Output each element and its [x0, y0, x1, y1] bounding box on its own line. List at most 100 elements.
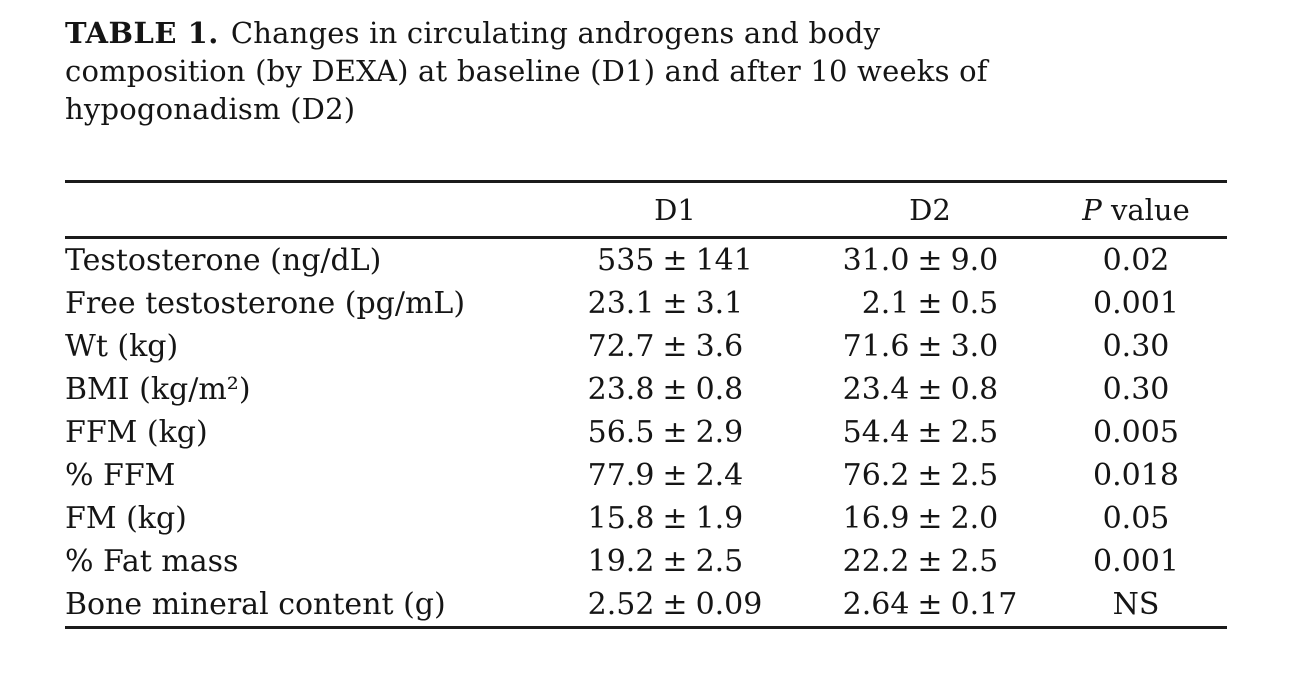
header-p-symbol: P: [1082, 192, 1102, 227]
table-body: Testosterone (ng/dL) 535 ±141 31.0 ±9.0 0.02 F…: [65, 238, 1227, 628]
table-row: BMI (kg/m²) 23.8 ±0.8 23.4 ±0.8 0.30: [65, 368, 1227, 411]
d1-value-mean: 56.5: [587, 414, 655, 450]
plus-minus-sign: ±: [662, 285, 688, 321]
table-caption: TABLE 1. Changes in circulating androgens…: [65, 14, 1205, 128]
p-value: 0.30: [1102, 328, 1170, 364]
d2-value-mean: 31.0: [842, 242, 910, 278]
d2-value-sd: 0.8: [950, 371, 999, 407]
plus-minus-sign: ±: [662, 414, 688, 450]
header-p-word: value: [1110, 192, 1190, 227]
d2-value-sd: 2.5: [950, 457, 999, 493]
d2-value: 16.9 ±2.0: [815, 497, 1045, 540]
d1-value-mean: 72.7: [587, 328, 655, 364]
header-d2: D2: [815, 181, 1045, 239]
d2-value-mean: 2.64: [842, 586, 910, 622]
table-row: % FFM 77.9 ±2.4 76.2 ±2.5 0.018: [65, 454, 1227, 497]
plus-minus-sign: ±: [917, 586, 943, 622]
row-label: FM (kg): [65, 500, 187, 536]
d1-value-sd: 2.9: [695, 414, 744, 450]
table-header-row: D1 D2 P value: [65, 181, 1227, 239]
d2-value-sd: 2.5: [950, 414, 999, 450]
d2-value: 31.0 ±9.0: [815, 238, 1045, 283]
plus-minus-sign: ±: [917, 242, 943, 278]
d1-value-mean: 2.52: [587, 586, 655, 622]
d2-value-sd: 0.17: [950, 586, 1018, 622]
d1-value: 23.1 ±3.1: [535, 282, 815, 325]
d2-value: 54.4 ±2.5: [815, 411, 1045, 454]
table-row: FM (kg) 15.8 ±1.9 16.9 ±2.0 0.05: [65, 497, 1227, 540]
plus-minus-sign: ±: [662, 543, 688, 579]
plus-minus-sign: ±: [917, 285, 943, 321]
caption-text-line-3: hypogonadism (D2): [65, 92, 356, 126]
d1-value-sd: 3.1: [695, 285, 744, 321]
p-value: 0.005: [1093, 414, 1179, 450]
table-row: % Fat mass 19.2 ±2.5 22.2 ±2.5 0.001: [65, 540, 1227, 583]
header-row-label: [65, 181, 535, 239]
d1-value-mean: 77.9: [587, 457, 655, 493]
header-p-value: P value: [1045, 181, 1227, 239]
d1-value-sd: 141: [695, 242, 753, 278]
d2-value-mean: 54.4: [842, 414, 910, 450]
p-value: NS: [1112, 586, 1160, 622]
plus-minus-sign: ±: [662, 586, 688, 622]
p-value: 0.05: [1102, 500, 1170, 536]
table-row: Testosterone (ng/dL) 535 ±141 31.0 ±9.0 0.02: [65, 238, 1227, 283]
caption-text-line-1: Changes in circulating androgens and bod…: [230, 16, 881, 50]
plus-minus-sign: ±: [917, 457, 943, 493]
d2-value-mean: 22.2: [842, 543, 910, 579]
table-row: Free testosterone (pg/mL) 23.1 ±3.1 2.1 ±0.5…: [65, 282, 1227, 325]
d1-value: 19.2 ±2.5: [535, 540, 815, 583]
results-table-wrapper: D1 D2 P value Testosterone (ng/dL) 535 ±14…: [65, 180, 1227, 629]
d1-value: 15.8 ±1.9: [535, 497, 815, 540]
table-row: FFM (kg) 56.5 ±2.9 54.4 ±2.5 0.005: [65, 411, 1227, 454]
p-value: 0.001: [1093, 285, 1179, 321]
d1-value-mean: 23.8: [587, 371, 655, 407]
table-caption-label: TABLE 1.: [65, 16, 219, 50]
d2-value-sd: 3.0: [950, 328, 999, 364]
plus-minus-sign: ±: [917, 371, 943, 407]
d1-value-sd: 0.8: [695, 371, 744, 407]
row-label: Bone mineral content (g): [65, 586, 446, 622]
caption-line-1: TABLE 1. Changes in circulating androgens…: [65, 14, 1205, 52]
p-value: 0.001: [1093, 543, 1179, 579]
d2-value-sd: 0.5: [950, 285, 999, 321]
p-value: 0.02: [1102, 242, 1170, 278]
row-label: Testosterone (ng/dL): [65, 242, 382, 278]
results-table: D1 D2 P value Testosterone (ng/dL) 535 ±14…: [65, 180, 1227, 629]
d1-value: 535 ±141: [535, 238, 815, 283]
p-value: 0.30: [1102, 371, 1170, 407]
plus-minus-sign: ±: [662, 328, 688, 364]
table-row: Wt (kg) 72.7 ±3.6 71.6 ±3.0 0.30: [65, 325, 1227, 368]
d2-value: 22.2 ±2.5: [815, 540, 1045, 583]
plus-minus-sign: ±: [917, 500, 943, 536]
d1-value: 23.8 ±0.8: [535, 368, 815, 411]
d2-value: 2.1 ±0.5: [815, 282, 1045, 325]
d2-value-sd: 9.0: [950, 242, 999, 278]
table-row: Bone mineral content (g) 2.52 ±0.09 2.64 ±0.…: [65, 583, 1227, 628]
d2-value-mean: 2.1: [861, 285, 910, 321]
row-label: Free testosterone (pg/mL): [65, 285, 466, 321]
plus-minus-sign: ±: [662, 457, 688, 493]
row-label: % Fat mass: [65, 543, 239, 579]
d1-value: 56.5 ±2.9: [535, 411, 815, 454]
plus-minus-sign: ±: [662, 371, 688, 407]
plus-minus-sign: ±: [662, 500, 688, 536]
d2-value: 2.64 ±0.17: [815, 583, 1045, 628]
d2-value: 76.2 ±2.5: [815, 454, 1045, 497]
row-label: Wt (kg): [65, 328, 179, 364]
plus-minus-sign: ±: [917, 414, 943, 450]
d2-value-mean: 76.2: [842, 457, 910, 493]
d2-value: 71.6 ±3.0: [815, 325, 1045, 368]
d1-value: 2.52 ±0.09: [535, 583, 815, 628]
d1-value-mean: 535: [597, 242, 655, 278]
d1-value-sd: 0.09: [695, 586, 763, 622]
d2-value-sd: 2.5: [950, 543, 999, 579]
d2-value-sd: 2.0: [950, 500, 999, 536]
d1-value-mean: 23.1: [587, 285, 655, 321]
d2-value: 23.4 ±0.8: [815, 368, 1045, 411]
p-value: 0.018: [1093, 457, 1179, 493]
plus-minus-sign: ±: [662, 242, 688, 278]
d2-value-mean: 23.4: [842, 371, 910, 407]
d2-value-mean: 71.6: [842, 328, 910, 364]
plus-minus-sign: ±: [917, 328, 943, 364]
